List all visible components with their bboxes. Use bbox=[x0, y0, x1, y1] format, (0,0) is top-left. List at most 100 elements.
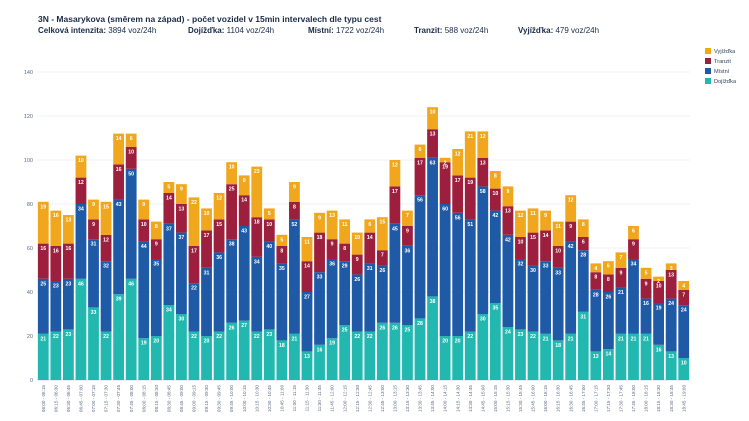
bar-value-label: 10 bbox=[492, 191, 498, 197]
bar-segment bbox=[339, 261, 351, 325]
bar-value-label: 27 bbox=[241, 323, 247, 329]
bar-segment bbox=[577, 237, 589, 251]
bar-segment bbox=[527, 265, 539, 332]
bar-segment bbox=[326, 210, 338, 240]
bar-segment bbox=[527, 331, 539, 380]
bar-segment bbox=[201, 230, 212, 268]
x-tick-label: 15:30 - 15:45 bbox=[518, 385, 523, 413]
stat-total-label: Celková intenzita: bbox=[38, 26, 107, 35]
bar-value-label: 21 bbox=[292, 336, 298, 342]
bar-segment bbox=[439, 162, 451, 204]
bar-segment bbox=[590, 272, 602, 290]
bar-segment bbox=[477, 186, 489, 314]
bar-value-label: 28 bbox=[417, 321, 423, 327]
bar-segment bbox=[37, 243, 49, 279]
bar-value-label: 6 bbox=[368, 222, 371, 228]
bar-value-label: 12 bbox=[103, 237, 109, 243]
x-tick-label: 10:00 - 10:15 bbox=[242, 385, 247, 413]
bar-segment bbox=[163, 223, 175, 306]
bar-value-label: 32 bbox=[518, 262, 524, 268]
bar-segment bbox=[540, 333, 551, 380]
bar-value-label: 20 bbox=[455, 339, 461, 345]
bar-segment bbox=[301, 237, 313, 262]
bar-segment bbox=[439, 204, 451, 336]
bar-value-label: 46 bbox=[128, 281, 134, 287]
bar-value-label: 37 bbox=[166, 226, 172, 232]
bar-value-label: 26 bbox=[379, 268, 385, 274]
bar-value-label: 8 bbox=[155, 224, 158, 230]
bar-segment bbox=[640, 267, 652, 279]
bar-value-label: 8 bbox=[594, 275, 597, 281]
bar-segment bbox=[364, 263, 376, 332]
bar-value-label: 34 bbox=[254, 259, 260, 265]
bar-segment bbox=[402, 210, 413, 226]
bar-segment bbox=[263, 208, 275, 220]
bar-segment bbox=[100, 201, 112, 235]
bar-value-label: 42 bbox=[492, 213, 498, 219]
stat-transit: Tranzit: 588 voz/24h bbox=[414, 26, 488, 35]
bar-value-label: 26 bbox=[392, 325, 398, 331]
y-tick-label: 120 bbox=[24, 114, 33, 120]
bar-value-label: 17 bbox=[392, 189, 398, 195]
bar-value-label: 36 bbox=[405, 248, 411, 254]
x-tick-label: 07:30 - 07:45 bbox=[116, 385, 121, 413]
bar-segment bbox=[238, 226, 250, 321]
bar-segment bbox=[100, 261, 112, 332]
bar-segment bbox=[150, 239, 162, 259]
bar-segment bbox=[226, 162, 238, 185]
bar-value-label: 16 bbox=[66, 246, 72, 252]
bar-segment bbox=[577, 311, 589, 380]
bar-segment bbox=[125, 278, 137, 380]
bar-segment bbox=[602, 292, 614, 350]
bar-value-label: 29 bbox=[342, 264, 348, 270]
bar-segment bbox=[640, 278, 652, 299]
bar-value-label: 23 bbox=[518, 332, 524, 338]
bar-segment bbox=[602, 274, 614, 292]
bar-segment bbox=[364, 232, 376, 264]
x-tick-label: 12:15 - 12:30 bbox=[355, 385, 360, 413]
bar-value-label: 22 bbox=[467, 334, 473, 340]
bar-segment bbox=[678, 289, 690, 306]
bar-segment bbox=[489, 210, 501, 303]
bar-segment bbox=[163, 182, 175, 193]
bar-value-label: 19 bbox=[40, 204, 46, 210]
legend-swatch bbox=[705, 58, 711, 64]
bar-segment bbox=[176, 204, 187, 233]
bar-segment bbox=[201, 208, 212, 231]
x-tick-label: 13:00 - 13:15 bbox=[392, 385, 397, 413]
bar-segment bbox=[50, 331, 62, 380]
bar-segment bbox=[527, 232, 539, 266]
bar-segment bbox=[653, 344, 665, 380]
bar-segment bbox=[351, 274, 363, 332]
bar-segment bbox=[339, 219, 351, 244]
bar-segment bbox=[678, 305, 690, 358]
bar-value-label: 22 bbox=[216, 334, 222, 340]
x-tick-label: 09:00 - 09:15 bbox=[192, 385, 197, 413]
bar-value-label: 56 bbox=[417, 198, 423, 204]
bar-segment bbox=[502, 327, 514, 380]
bar-value-label: 5 bbox=[268, 211, 271, 217]
bar-value-label: 26 bbox=[379, 325, 385, 331]
bar-value-label: 9 bbox=[243, 178, 246, 184]
bar-value-label: 13 bbox=[66, 218, 72, 224]
bar-segment bbox=[615, 267, 627, 288]
x-tick-label: 11:00 - 11:15 bbox=[292, 385, 297, 412]
bar-segment bbox=[376, 322, 388, 380]
bar-segment bbox=[62, 278, 74, 330]
x-tick-label: 10:45 - 11:00 bbox=[279, 385, 284, 412]
bar-segment bbox=[515, 329, 526, 380]
bar-segment bbox=[176, 314, 187, 380]
y-tick-label: 20 bbox=[27, 334, 33, 340]
stat-commute-out: Vyjížďka: 479 voz/24h bbox=[518, 26, 599, 35]
bar-segment bbox=[628, 333, 639, 380]
legend-label: Místní bbox=[714, 69, 730, 75]
bar-segment bbox=[427, 129, 438, 158]
bar-segment bbox=[88, 307, 99, 380]
bar-segment bbox=[238, 175, 250, 196]
bar-value-label: 13 bbox=[668, 273, 674, 279]
bar-segment bbox=[276, 340, 288, 380]
bar-segment bbox=[314, 212, 325, 233]
bar-segment bbox=[653, 276, 665, 281]
bar-segment bbox=[75, 177, 87, 204]
x-tick-label: 14:45 - 15:00 bbox=[480, 385, 485, 413]
